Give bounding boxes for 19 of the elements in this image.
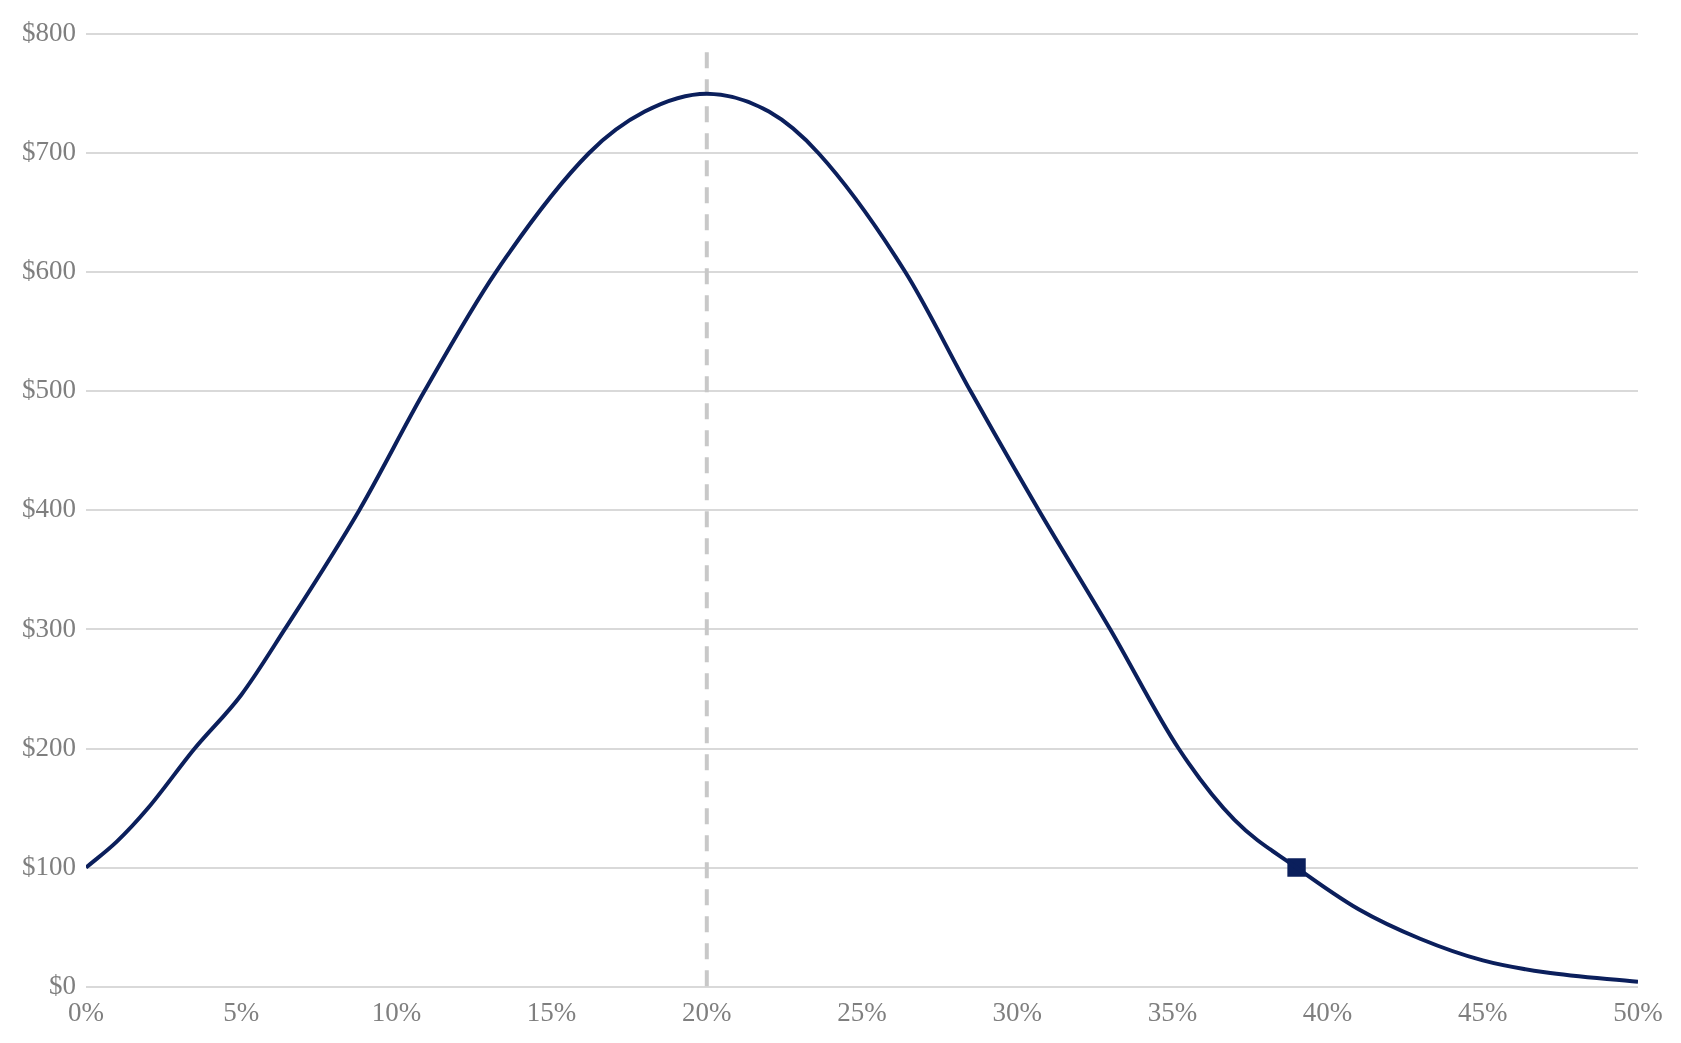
x-tick-label: 10%	[371, 996, 422, 1027]
line-series	[86, 91, 1638, 984]
y-tick-label: $500	[22, 374, 76, 405]
x-tick-label: 35%	[1147, 996, 1198, 1027]
x-tick-label: 25%	[837, 996, 887, 1027]
y-tick-label: $200	[22, 731, 76, 762]
x-tick-label: 40%	[1302, 996, 1353, 1027]
x-tick-label: 20%	[682, 996, 732, 1027]
x-tick-label: 5%	[223, 996, 260, 1027]
y-tick-label: $100	[22, 850, 76, 881]
x-tick-label: 45%	[1458, 996, 1508, 1027]
x-tick-label: 50%	[1613, 996, 1663, 1027]
y-tick-label: $600	[22, 255, 76, 286]
y-tick-label: $300	[22, 612, 76, 643]
y-tick-label: $400	[22, 493, 76, 524]
y-tick-label: $700	[22, 136, 76, 167]
x-tick-label: 15%	[526, 996, 577, 1027]
x-tick-label: 30%	[992, 996, 1042, 1027]
y-tick-label: $800	[22, 17, 76, 48]
